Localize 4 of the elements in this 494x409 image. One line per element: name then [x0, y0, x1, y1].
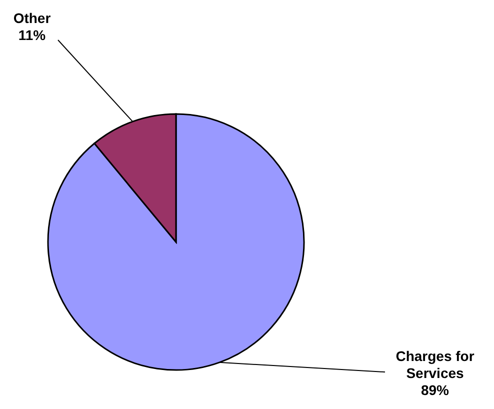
data-label: 89%: [420, 382, 450, 398]
data-label: 11%: [18, 27, 46, 43]
slice-label: Charges for Services: [396, 348, 475, 381]
slice-label: Other: [13, 10, 52, 26]
